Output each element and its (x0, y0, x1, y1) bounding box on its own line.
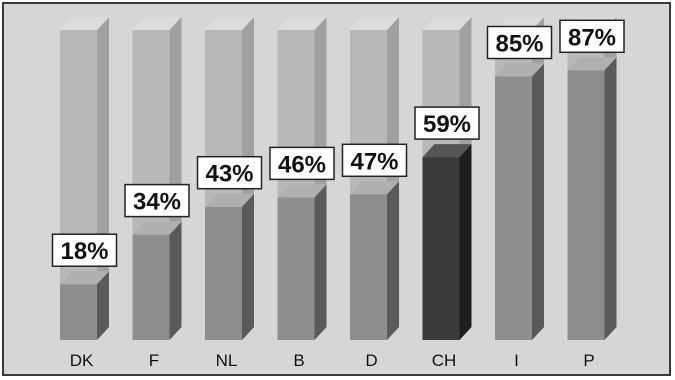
category-label-f: F (149, 351, 159, 370)
bar-p (567, 70, 605, 341)
track-top-f (132, 17, 182, 30)
value-label-box-ch (414, 106, 480, 140)
value-label-box-d (341, 143, 408, 178)
bar-d (350, 194, 387, 340)
value-label-ch: 59% (423, 111, 471, 138)
category-label-b: B (293, 351, 304, 370)
bar-ch (422, 157, 460, 340)
bar-dk (60, 284, 97, 340)
value-label-nl: 43% (205, 161, 253, 188)
bar-side-b (314, 184, 327, 340)
track-top-dk (60, 17, 109, 30)
category-label-dk: DK (70, 351, 94, 370)
track-top-d (350, 17, 399, 30)
bar-nl (205, 206, 242, 340)
bar-f (132, 234, 170, 340)
bar-side-nl (242, 193, 254, 340)
value-label-b: 46% (278, 151, 326, 178)
bar-top-dk (60, 271, 109, 285)
bar-side-i (532, 63, 544, 340)
category-label-i: I (514, 351, 519, 370)
bar-b (277, 197, 315, 340)
value-label-box-i (486, 25, 553, 60)
bar-side-ch (459, 144, 472, 340)
track-top-nl (205, 17, 254, 30)
value-label-box-f (124, 183, 190, 218)
value-label-box-b (269, 146, 335, 181)
category-label-ch: CH (432, 351, 457, 370)
bar-side-f (169, 221, 182, 340)
category-label-p: P (583, 351, 594, 370)
bar-top-b (277, 184, 327, 198)
track-top-ch (422, 17, 472, 30)
bar-top-i (495, 63, 544, 77)
chart-frame (2, 2, 671, 376)
bar-i (495, 76, 532, 340)
bar-top-d (350, 181, 399, 195)
value-label-i: 85% (495, 31, 543, 58)
value-label-box-p (559, 19, 625, 54)
value-label-box-nl (196, 155, 263, 190)
bar-side-d (387, 181, 399, 340)
bar-top-nl (205, 193, 254, 207)
bar-side-dk (97, 271, 109, 340)
value-label-f: 34% (133, 189, 181, 216)
category-label-d: D (365, 351, 377, 370)
value-label-d: 47% (350, 148, 398, 175)
value-label-dk: 18% (60, 238, 108, 265)
bar-top-ch (422, 144, 472, 158)
value-label-p: 87% (568, 24, 616, 51)
bar-top-p (567, 57, 617, 71)
category-label-nl: NL (216, 351, 238, 370)
value-label-box-dk (51, 233, 118, 267)
track-top-b (277, 17, 327, 30)
bar-top-f (132, 221, 182, 235)
bar-side-p (604, 57, 617, 341)
